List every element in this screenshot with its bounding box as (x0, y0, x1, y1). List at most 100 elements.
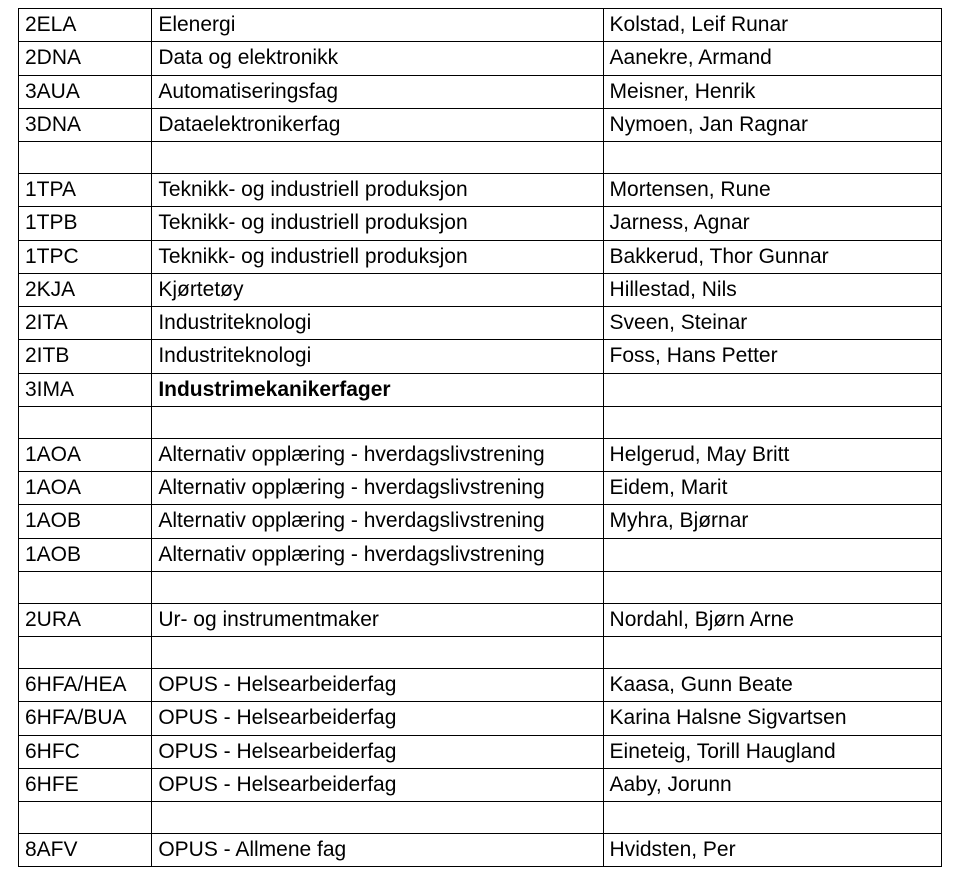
table-cell: 1AOB (19, 505, 152, 538)
table-row: 6HFCOPUS - HelsearbeiderfagEineteig, Tor… (19, 735, 942, 768)
table-cell: 1AOB (19, 538, 152, 571)
table-cell (152, 637, 603, 669)
table-cell: OPUS - Helsearbeiderfag (152, 768, 603, 801)
table-row: 1AOAAlternativ opplæring - hverdagslivst… (19, 438, 942, 471)
table-cell: 2DNA (19, 42, 152, 75)
table-cell: Nordahl, Bjørn Arne (603, 603, 941, 636)
table-cell: Automatiseringsfag (152, 75, 603, 108)
table-row: 2KJAKjørtetøyHillestad, Nils (19, 273, 942, 306)
table-cell: 1TPC (19, 240, 152, 273)
table-cell (603, 637, 941, 669)
table-cell (603, 538, 941, 571)
table-cell: Aanekre, Armand (603, 42, 941, 75)
table-cell: 8AFV (19, 834, 152, 867)
table-cell: Hillestad, Nils (603, 273, 941, 306)
table-cell: Sveen, Steinar (603, 307, 941, 340)
table-row: 1TPBTeknikk- og industriell produksjonJa… (19, 207, 942, 240)
table-cell: Karina Halsne Sigvartsen (603, 702, 941, 735)
table-cell (603, 406, 941, 438)
table-row: 6HFEOPUS - HelsearbeiderfagAaby, Jorunn (19, 768, 942, 801)
table-cell: Eineteig, Torill Haugland (603, 735, 941, 768)
table-cell: Eidem, Marit (603, 472, 941, 505)
table-cell: OPUS - Helsearbeiderfag (152, 735, 603, 768)
table-cell: Dataelektronikerfag (152, 108, 603, 141)
table-cell: OPUS - Allmene fag (152, 834, 603, 867)
table-row: 6HFA/BUAOPUS - HelsearbeiderfagKarina Ha… (19, 702, 942, 735)
table-cell: Aaby, Jorunn (603, 768, 941, 801)
table-row: 1AOBAlternativ opplæring - hverdagslivst… (19, 538, 942, 571)
table-row: 8AFVOPUS - Allmene fagHvidsten, Per (19, 834, 942, 867)
table-cell: Helgerud, May Britt (603, 438, 941, 471)
table-row: 2DNAData og elektronikkAanekre, Armand (19, 42, 942, 75)
table-cell: Meisner, Henrik (603, 75, 941, 108)
table-cell: Kaasa, Gunn Beate (603, 669, 941, 702)
table-cell: Nymoen, Jan Ragnar (603, 108, 941, 141)
table-row (19, 802, 942, 834)
table-row: 6HFA/HEAOPUS - HelsearbeiderfagKaasa, Gu… (19, 669, 942, 702)
table-row (19, 571, 942, 603)
table-cell: 2KJA (19, 273, 152, 306)
table-cell (603, 373, 941, 406)
table-cell: 2ELA (19, 9, 152, 42)
page: 2ELAElenergiKolstad, Leif Runar2DNAData … (0, 0, 960, 885)
table-cell: Teknikk- og industriell produksjon (152, 207, 603, 240)
table-cell: 1AOA (19, 438, 152, 471)
table-cell: Alternativ opplæring - hverdagslivstreni… (152, 438, 603, 471)
table-row: 3IMAIndustrimekanikerfager (19, 373, 942, 406)
table-cell: Elenergi (152, 9, 603, 42)
table-cell: Teknikk- og industriell produksjon (152, 240, 603, 273)
table-cell: 2ITB (19, 340, 152, 373)
table-cell (603, 571, 941, 603)
table-cell (152, 571, 603, 603)
table-row (19, 637, 942, 669)
table-cell: 2URA (19, 603, 152, 636)
table-cell: Kolstad, Leif Runar (603, 9, 941, 42)
table-cell (603, 142, 941, 174)
table-row: 3AUAAutomatiseringsfagMeisner, Henrik (19, 75, 942, 108)
table-cell: Mortensen, Rune (603, 174, 941, 207)
table-cell: Kjørtetøy (152, 273, 603, 306)
table-row: 2URAUr- og instrumentmakerNordahl, Bjørn… (19, 603, 942, 636)
table-cell: Jarness, Agnar (603, 207, 941, 240)
table-cell: Myhra, Bjørnar (603, 505, 941, 538)
table-row: 2ITBIndustriteknologiFoss, Hans Petter (19, 340, 942, 373)
table-cell: 1TPB (19, 207, 152, 240)
table-cell (152, 142, 603, 174)
table-cell (19, 406, 152, 438)
table-row: 1AOAAlternativ opplæring - hverdagslivst… (19, 472, 942, 505)
table-cell: Ur- og instrumentmaker (152, 603, 603, 636)
table-cell (19, 637, 152, 669)
table-cell (152, 802, 603, 834)
table-row: 3DNADataelektronikerfagNymoen, Jan Ragna… (19, 108, 942, 141)
table-cell: Industriteknologi (152, 307, 603, 340)
table-cell: 3IMA (19, 373, 152, 406)
table-cell: OPUS - Helsearbeiderfag (152, 702, 603, 735)
table-cell: Foss, Hans Petter (603, 340, 941, 373)
table-row: 1AOBAlternativ opplæring - hverdagslivst… (19, 505, 942, 538)
table-row: 2ELAElenergiKolstad, Leif Runar (19, 9, 942, 42)
table-cell: 3DNA (19, 108, 152, 141)
table-cell (19, 802, 152, 834)
data-table: 2ELAElenergiKolstad, Leif Runar2DNAData … (18, 8, 942, 867)
table-cell: Data og elektronikk (152, 42, 603, 75)
table-cell: 6HFC (19, 735, 152, 768)
table-cell: Bakkerud, Thor Gunnar (603, 240, 941, 273)
table-cell: Teknikk- og industriell produksjon (152, 174, 603, 207)
table-cell: Industriteknologi (152, 340, 603, 373)
table-row: 2ITAIndustriteknologiSveen, Steinar (19, 307, 942, 340)
table-cell (603, 802, 941, 834)
table-cell: Alternativ opplæring - hverdagslivstreni… (152, 538, 603, 571)
table-cell: 6HFE (19, 768, 152, 801)
table-cell: 6HFA/BUA (19, 702, 152, 735)
table-cell: Hvidsten, Per (603, 834, 941, 867)
table-cell: Alternativ opplæring - hverdagslivstreni… (152, 505, 603, 538)
table-cell (152, 406, 603, 438)
table-cell: Alternativ opplæring - hverdagslivstreni… (152, 472, 603, 505)
table-cell: 1AOA (19, 472, 152, 505)
table-cell: 6HFA/HEA (19, 669, 152, 702)
table-row (19, 142, 942, 174)
table-cell (19, 571, 152, 603)
table-cell: 1TPA (19, 174, 152, 207)
table-cell: 2ITA (19, 307, 152, 340)
table-cell: 3AUA (19, 75, 152, 108)
